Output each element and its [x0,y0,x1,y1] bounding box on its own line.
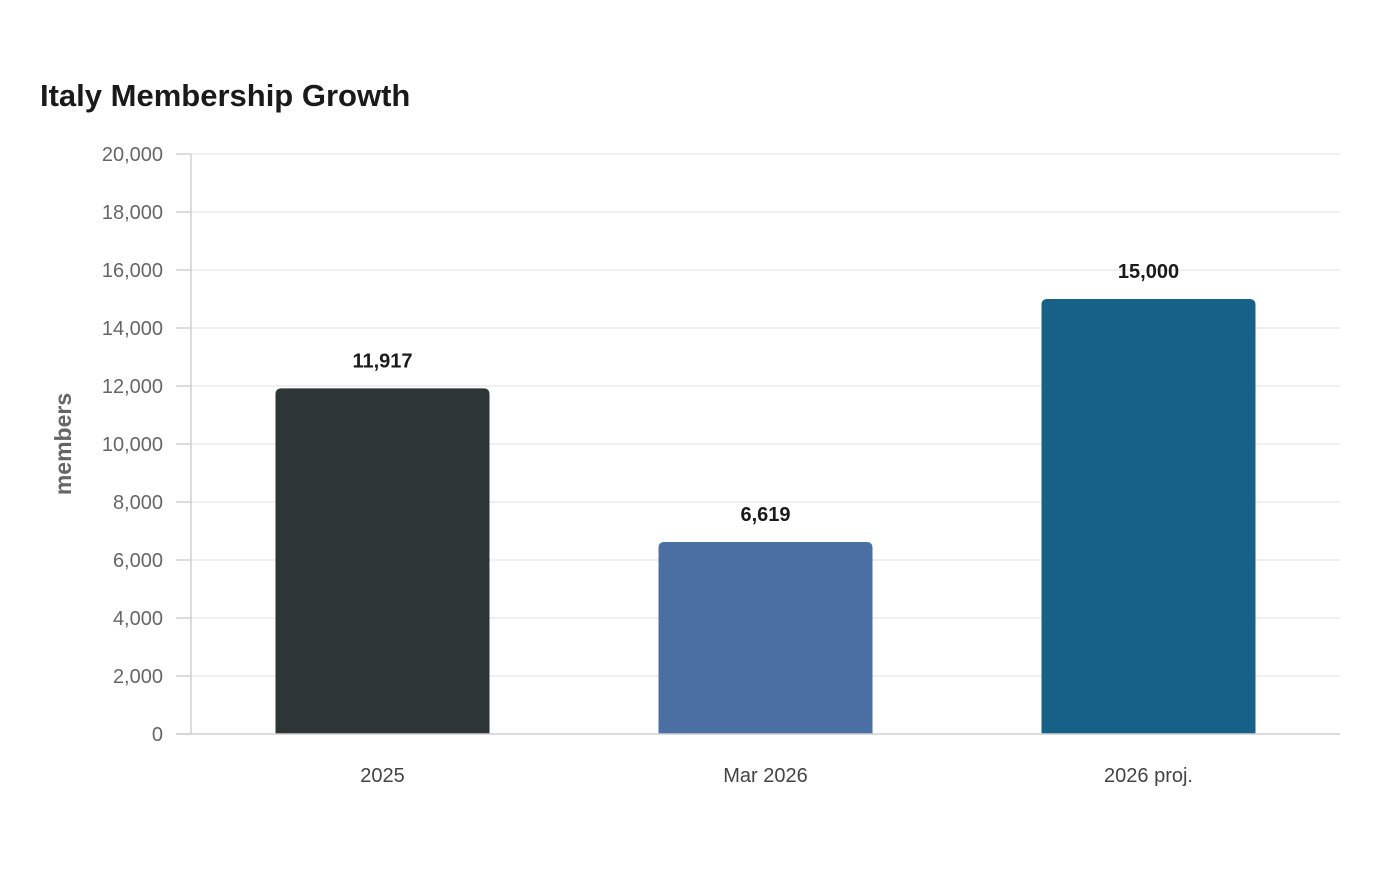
y-tick-label: 20,000 [102,144,163,166]
data-label: 15,000 [1118,261,1179,283]
y-tick-label: 16,000 [102,260,163,282]
bar [1041,299,1256,734]
bar [275,388,490,734]
data-labels: 11,917 6,619 15,000 [352,261,1179,526]
y-tick-label: 18,000 [102,202,163,224]
x-tick-label: Mar 2026 [723,765,808,787]
y-tick-label: 0 [152,724,163,746]
y-tick-label: 4,000 [113,608,163,630]
y-tick-label: 8,000 [113,492,163,514]
x-tick-label: 2025 [360,765,405,787]
data-label: 11,917 [352,350,412,372]
x-axis-ticks: 2025 Mar 2026 2026 proj. [360,765,1193,787]
bars [275,299,1256,734]
chart-title: Italy Membership Growth [40,78,411,113]
bar [658,542,873,734]
y-axis-title: members [50,393,76,495]
y-tick-label: 14,000 [102,318,163,340]
data-label: 6,619 [740,504,790,526]
y-tick-label: 12,000 [102,376,163,398]
y-tick-label: 2,000 [113,666,163,688]
y-tick-label: 10,000 [102,434,163,456]
x-tick-label: 2026 proj. [1104,765,1193,787]
y-tick-label: 6,000 [113,550,163,572]
y-axis-ticks: 0 2,000 4,000 6,000 8,000 10,000 12,000 14,000 1… [102,144,191,746]
